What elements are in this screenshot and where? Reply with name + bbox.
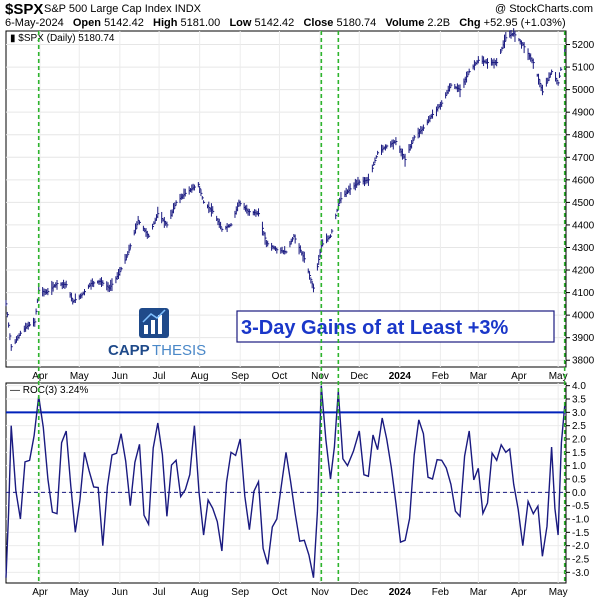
open-label: Open [72, 17, 101, 29]
price-x-tick-label: Feb [432, 371, 450, 382]
roc-y-tick-label: 0.0 [572, 488, 586, 499]
price-x-tick-label: 2024 [389, 371, 412, 382]
roc-x-tick-label: 2024 [389, 587, 412, 598]
roc-y-tick-label: 2.0 [572, 435, 586, 446]
roc-x-tick-label: Sep [231, 587, 249, 598]
price-x-tick-label: Aug [191, 371, 209, 382]
close-value: 5180.74 [336, 17, 377, 29]
price-x-tick-label: Jul [153, 371, 166, 382]
volume-value: 2.2B [427, 17, 451, 29]
price-x-tick-label: Dec [350, 371, 368, 382]
price-y-tick-label: 4900 [572, 108, 595, 119]
price-y-tick-label: 4500 [572, 198, 595, 209]
roc-panel-frame [5, 382, 567, 584]
logo-text-capp: CAPP [108, 342, 150, 359]
roc-series-line [5, 385, 566, 578]
cappthesis-logo: CAPP THESIS [108, 308, 206, 359]
roc-y-tick-label: 0.5 [572, 475, 586, 486]
roc-y-tick-label: -0.5 [572, 501, 590, 512]
roc-y-tick-label: 1.5 [572, 448, 586, 459]
roc-x-tick-label: May [549, 587, 568, 598]
price-y-tick-label: 4800 [572, 130, 595, 141]
chg-label: Chg [459, 17, 481, 29]
roc-y-tick-label: -3.0 [572, 568, 590, 579]
price-y-tick-label: 4100 [572, 288, 595, 299]
price-x-tick-label: Sep [231, 371, 249, 382]
exchange: INDX [174, 3, 201, 15]
roc-y-tick-label: 3.5 [572, 395, 586, 406]
roc-x-tick-label: Aug [191, 587, 209, 598]
low-label: Low [229, 17, 252, 29]
price-x-tick-label: May [70, 371, 89, 382]
roc-y-tick-label: -2.0 [572, 541, 590, 552]
price-y-axis: 3800 3900 4000 4100 4200 4300 4400 4500 4600 4700… [566, 40, 595, 367]
roc-y-tick-label: 4.0 [572, 381, 586, 392]
roc-x-tick-label: May [70, 587, 89, 598]
price-y-tick-label: 4200 [572, 266, 595, 277]
price-y-tick-label: 3800 [572, 356, 595, 367]
price-y-tick-label: 3900 [572, 333, 595, 344]
price-x-axis: Apr May Jun Jul Aug Sep Oct Nov Dec 2024 Feb Mar Apr… [32, 371, 567, 382]
low-value: 5142.42 [254, 17, 295, 29]
logo-text-thesis: THESIS [152, 342, 206, 359]
price-gridlines [6, 31, 566, 367]
header-name: S&P 500 Large Cap Index INDX [44, 3, 201, 15]
price-y-tick-label: 5100 [572, 63, 595, 74]
roc-x-tick-label: Apr [511, 587, 527, 598]
price-panel-title: ▮ $SPX (Daily) 5180.74 [10, 33, 115, 44]
open-value: 5142.42 [104, 17, 144, 29]
index-name: S&P 500 Large Cap Index [44, 3, 172, 15]
high-value: 5181.00 [180, 17, 221, 29]
volume-label: Volume [385, 17, 425, 29]
price-y-tick-label: 4000 [572, 311, 595, 322]
roc-x-tick-label: Jun [112, 587, 128, 598]
price-y-tick-label: 4400 [572, 220, 595, 231]
roc-y-tick-label: 2.5 [572, 421, 586, 432]
roc-x-tick-label: Dec [350, 587, 368, 598]
price-y-tick-label: 5000 [572, 85, 595, 96]
price-y-tick-label: 5200 [572, 40, 595, 51]
price-y-tick-label: 4300 [572, 243, 595, 254]
roc-y-tick-label: 3.0 [572, 408, 586, 419]
price-x-tick-label: Jun [112, 371, 128, 382]
roc-y-tick-label: -2.5 [572, 555, 590, 566]
roc-x-tick-label: Mar [470, 587, 488, 598]
high-label: High [153, 17, 178, 29]
price-x-tick-label: Mar [470, 371, 488, 382]
price-bars [5, 28, 567, 351]
roc-x-tick-label: Feb [432, 587, 450, 598]
roc-y-tick-label: -1.0 [572, 515, 590, 526]
price-x-tick-label: Nov [311, 371, 329, 382]
price-y-tick-label: 4700 [572, 153, 595, 164]
close-label: Close [303, 17, 334, 29]
stockcharts-credit[interactable]: @ StockCharts.com [495, 3, 593, 15]
annotation-text: 3-Day Gains of at Least +3% [241, 317, 509, 339]
roc-y-axis: -3.0 -2.5 -2.0 -1.5 -1.0 -0.5 0.0 0.5 1.0 1.5 2.0 2… [566, 381, 590, 579]
chg-value: +52.95 (+1.03%) [483, 17, 566, 29]
ticker-symbol: $SPX [5, 1, 44, 18]
roc-x-axis: Apr May Jun Jul Aug Sep Oct Nov Dec 2024 Feb Mar Apr… [32, 587, 567, 598]
roc-x-tick-label: Apr [32, 587, 48, 598]
price-x-tick-label: Apr [32, 371, 48, 382]
price-x-tick-label: May [549, 371, 568, 382]
ohlc-summary: 6-May-2024 Open 5142.42 High 5181.00 Low… [5, 17, 566, 29]
roc-x-tick-label: Oct [272, 587, 288, 598]
roc-y-tick-label: -1.5 [572, 528, 590, 539]
price-x-tick-label: Oct [272, 371, 288, 382]
price-x-tick-label: Apr [511, 371, 527, 382]
signal-markers [37, 31, 566, 583]
quote-date: 6-May-2024 [5, 17, 64, 29]
roc-x-tick-label: Nov [311, 587, 329, 598]
roc-panel-title: — ROC(3) 3.24% [10, 385, 88, 396]
roc-y-tick-label: 1.0 [572, 461, 586, 472]
price-y-tick-label: 4600 [572, 175, 595, 186]
roc-x-tick-label: Jul [153, 587, 166, 598]
annotation-box [236, 310, 555, 343]
